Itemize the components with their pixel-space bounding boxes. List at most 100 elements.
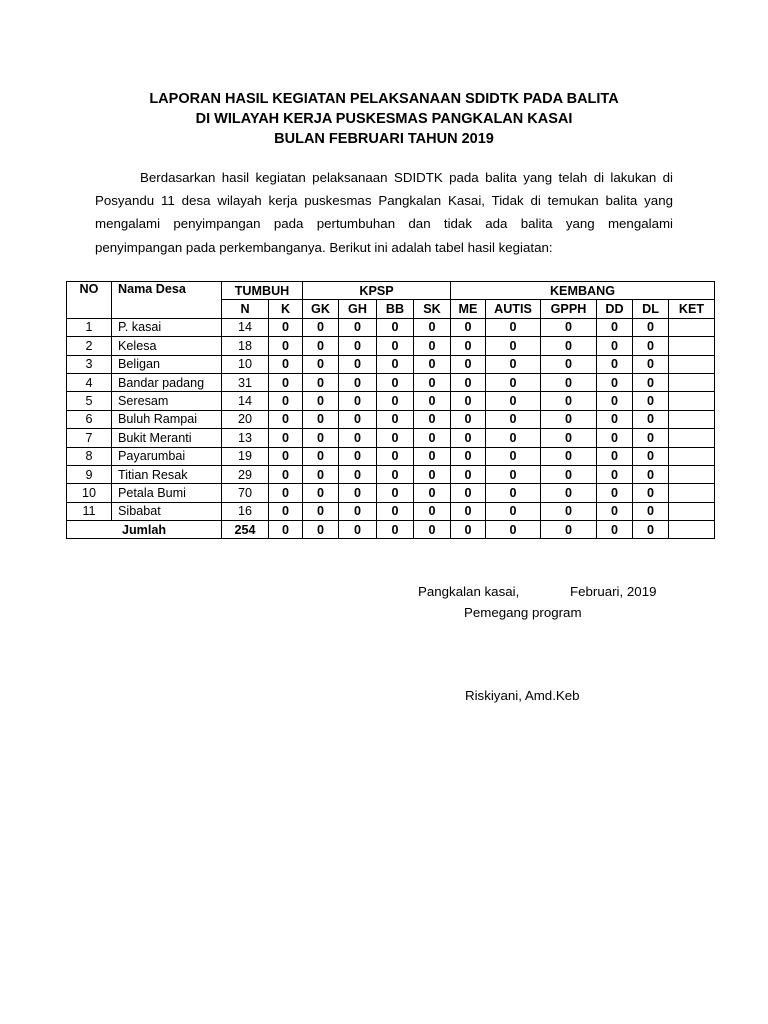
- cell-sk: 0: [413, 354, 451, 374]
- cell-bb: 0: [376, 409, 414, 430]
- table-row: 8 Payarumbai 19 0 0 0 0 0 0 0 0 0 0: [66, 446, 715, 466]
- cell-dd: 0: [596, 428, 633, 448]
- cell-gk: 0: [302, 428, 339, 448]
- cell-n: 14: [221, 317, 269, 338]
- cell-n: 14: [221, 391, 269, 411]
- cell-me: 0: [450, 428, 486, 448]
- cell-nama-desa: Bandar padang: [111, 372, 222, 393]
- cell-gpph: 0: [540, 409, 597, 430]
- cell-k: 0: [268, 372, 303, 393]
- cell-gk: 0: [302, 483, 339, 503]
- cell-bb: 0: [376, 501, 414, 522]
- cell-sk: 0: [413, 464, 451, 485]
- cell-ket: [668, 409, 715, 430]
- cell-me: 0: [450, 446, 486, 466]
- cell-dl: 0: [632, 446, 669, 466]
- cell-bb: 0: [376, 354, 414, 374]
- intro-paragraph: Berdasarkan hasil kegiatan pelaksanaan S…: [95, 170, 673, 255]
- title-line-1: LAPORAN HASIL KEGIATAN PELAKSANAAN SDIDT…: [149, 91, 619, 107]
- table-row: 5 Seresam 14 0 0 0 0 0 0 0 0 0 0: [66, 391, 715, 411]
- cell-ket: [668, 446, 715, 466]
- cell-dl: 0: [632, 336, 669, 356]
- cell-gk: 0: [302, 336, 339, 356]
- cell-n: 70: [221, 483, 269, 503]
- header-kembang: KEMBANG: [450, 280, 715, 301]
- table-row: 3 Beligan 10 0 0 0 0 0 0 0 0 0 0: [66, 354, 715, 374]
- cell-gh: 0: [338, 354, 377, 374]
- cell-gh: 0: [338, 501, 377, 522]
- cell-sk: 0: [413, 317, 451, 338]
- cell-n: 19: [221, 446, 269, 466]
- cell-n: 13: [221, 428, 269, 448]
- cell-dl: 0: [632, 483, 669, 503]
- cell-gk: 0: [302, 446, 339, 466]
- header-row-sub: N K GK GH BB SK ME AUTIS GPPH DD DL KET: [67, 299, 715, 319]
- cell-gk: 0: [302, 317, 339, 338]
- cell-me: 0: [450, 336, 486, 356]
- cell-gpph: 0: [540, 446, 597, 466]
- cell-gpph: 0: [540, 483, 597, 503]
- cell-gpph: 0: [540, 372, 597, 393]
- cell-n: 31: [221, 372, 269, 393]
- total-gpph: 0: [540, 520, 597, 540]
- cell-n: 18: [221, 336, 269, 356]
- header-no: NO: [66, 281, 112, 319]
- signature-place: Pangkalan kasai,: [418, 584, 520, 599]
- subheader-gpph: GPPH: [540, 299, 597, 319]
- cell-autis: 0: [485, 483, 541, 503]
- subheader-me: ME: [450, 299, 486, 319]
- cell-no: 5: [66, 391, 112, 411]
- cell-ket: [668, 501, 715, 522]
- cell-nama-desa: Beligan: [111, 354, 222, 374]
- cell-gh: 0: [338, 391, 377, 411]
- cell-nama-desa: Sibabat: [111, 501, 222, 522]
- cell-ket: [668, 354, 715, 374]
- cell-no: 1: [66, 317, 112, 338]
- cell-dd: 0: [596, 446, 633, 466]
- total-ket: [668, 520, 715, 540]
- cell-no: 7: [66, 428, 112, 448]
- cell-gpph: 0: [540, 391, 597, 411]
- cell-dl: 0: [632, 428, 669, 448]
- cell-me: 0: [450, 464, 486, 485]
- cell-no: 4: [66, 372, 112, 393]
- cell-bb: 0: [376, 428, 414, 448]
- cell-gpph: 0: [540, 336, 597, 356]
- cell-bb: 0: [376, 336, 414, 356]
- cell-autis: 0: [485, 464, 541, 485]
- title-line-3: BULAN FEBRUARI TAHUN 2019: [274, 131, 494, 147]
- signature-date: Februari, 2019: [570, 584, 657, 599]
- header-row-groups: NO Nama Desa TUMBUH KPSP KEMBANG: [66, 280, 715, 319]
- cell-gh: 0: [338, 336, 377, 356]
- cell-sk: 0: [413, 391, 451, 411]
- cell-ket: [668, 483, 715, 503]
- cell-gpph: 0: [540, 428, 597, 448]
- total-dd: 0: [596, 520, 633, 540]
- cell-k: 0: [268, 409, 303, 430]
- cell-autis: 0: [485, 317, 541, 338]
- table-row: 11 Sibabat 16 0 0 0 0 0 0 0 0 0 0: [66, 501, 715, 522]
- cell-dd: 0: [596, 354, 633, 374]
- cell-dl: 0: [632, 354, 669, 374]
- cell-dd: 0: [596, 464, 633, 485]
- cell-me: 0: [450, 483, 486, 503]
- subheader-ket: KET: [668, 299, 715, 319]
- total-sk: 0: [413, 520, 451, 540]
- cell-gpph: 0: [540, 501, 597, 522]
- cell-gh: 0: [338, 464, 377, 485]
- cell-gpph: 0: [540, 317, 597, 338]
- cell-autis: 0: [485, 391, 541, 411]
- signature-name: Riskiyani, Amd.Keb: [465, 688, 580, 703]
- total-autis: 0: [485, 520, 541, 540]
- cell-gh: 0: [338, 483, 377, 503]
- table-row: 2 Kelesa 18 0 0 0 0 0 0 0 0 0 0: [66, 336, 715, 356]
- cell-gk: 0: [302, 464, 339, 485]
- cell-k: 0: [268, 428, 303, 448]
- cell-autis: 0: [485, 336, 541, 356]
- cell-gk: 0: [302, 409, 339, 430]
- cell-me: 0: [450, 501, 486, 522]
- cell-no: 10: [66, 483, 112, 503]
- cell-gk: 0: [302, 372, 339, 393]
- cell-gh: 0: [338, 409, 377, 430]
